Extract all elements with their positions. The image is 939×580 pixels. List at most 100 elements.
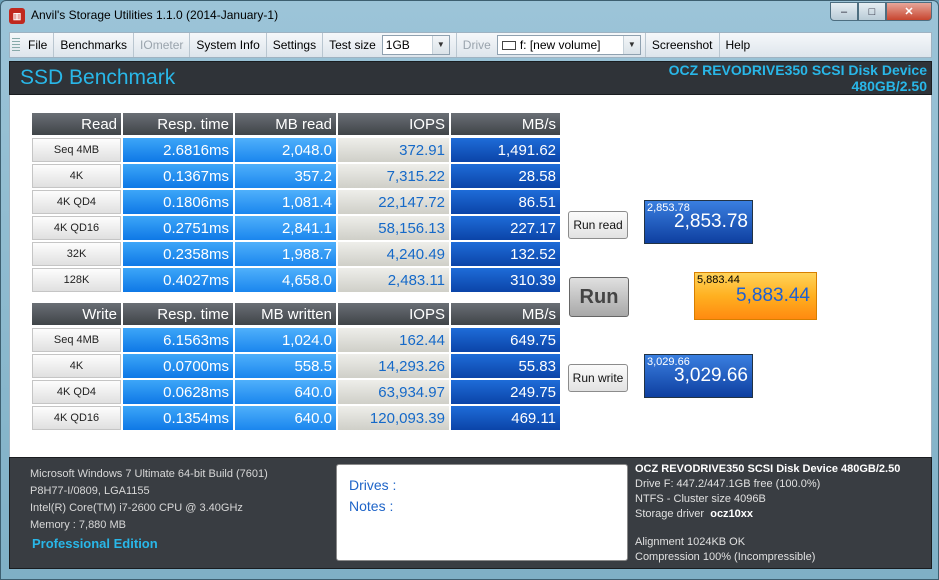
table-row: 4K 0.0700ms 558.5 14,293.26 55.83 <box>31 353 561 379</box>
storage-driver-value: ocz10xx <box>710 508 754 520</box>
menu-iometer[interactable]: IOmeter <box>134 33 191 57</box>
resp-time-cell: 0.0700ms <box>123 354 233 378</box>
row-label-button[interactable]: 4K <box>32 354 121 378</box>
menu-system-info[interactable]: System Info <box>190 33 267 57</box>
iops-header: IOPS <box>338 113 449 135</box>
drive-select[interactable]: f: [new volume] ▼ <box>496 35 641 55</box>
run-read-button[interactable]: Run read <box>568 211 628 239</box>
row-label-button[interactable]: 4K QD16 <box>32 216 121 240</box>
table-row: 4K QD4 0.0628ms 640.0 63,934.97 249.75 <box>31 379 561 405</box>
os-info: Microsoft Windows 7 Ultimate 64-bit Buil… <box>30 468 268 480</box>
resp-time-cell: 0.1354ms <box>123 406 233 430</box>
drives-label: Drives : <box>349 477 397 493</box>
run-button[interactable]: Run <box>569 277 629 317</box>
row-label-button[interactable]: Seq 4MB <box>32 328 121 352</box>
write-score-value: 3,029.66 <box>674 365 748 386</box>
mbs-cell: 55.83 <box>451 354 560 378</box>
resp-time-cell: 0.0628ms <box>123 380 233 404</box>
resp-time-cell: 0.2751ms <box>123 216 233 240</box>
benchmark-header: SSD Benchmark OCZ REVODRIVE350 SCSI Disk… <box>9 61 932 95</box>
menu-settings[interactable]: Settings <box>267 33 324 57</box>
page-title: SSD Benchmark <box>20 66 176 89</box>
storage-driver-label: Storage driver <box>635 508 705 520</box>
mbs-cell: 132.52 <box>451 242 560 266</box>
write-table: Write Resp. time MB written IOPS MB/s Se… <box>31 301 561 431</box>
mb-written-header: MB written <box>235 303 336 325</box>
mbs-cell: 28.58 <box>451 164 560 188</box>
read-score-value: 2,853.78 <box>674 211 748 232</box>
test-size-label: Test size <box>329 38 376 52</box>
chevron-down-icon[interactable]: ▼ <box>622 36 640 54</box>
row-label-button[interactable]: 32K <box>32 242 121 266</box>
total-score-value: 5,883.44 <box>736 285 810 306</box>
resp-time-cell: 6.1563ms <box>123 328 233 352</box>
notes-label: Notes : <box>349 498 394 514</box>
info-footer: Microsoft Windows 7 Ultimate 64-bit Buil… <box>9 457 932 569</box>
iops-cell: 14,293.26 <box>338 354 449 378</box>
device-info-title: OCZ REVODRIVE350 SCSI Disk Device 480GB/… <box>635 463 901 475</box>
menu-benchmarks[interactable]: Benchmarks <box>54 33 135 57</box>
benchmark-panel: Read Resp. time MB read IOPS MB/s Seq 4M… <box>9 95 932 457</box>
app-icon: ▥ <box>9 8 25 24</box>
maximize-button[interactable]: □ <box>858 2 886 21</box>
row-label-button[interactable]: Seq 4MB <box>32 138 121 162</box>
test-size-value: 1GB <box>385 38 410 52</box>
drive-label: Drive <box>455 33 497 57</box>
window-title: Anvil's Storage Utilities 1.1.0 (2014-Ja… <box>31 8 279 22</box>
mb-cell: 1,081.4 <box>235 190 336 214</box>
row-label-button[interactable]: 4K QD4 <box>32 380 121 404</box>
mb-cell: 2,048.0 <box>235 138 336 162</box>
memory-info: Memory : 7,880 MB <box>30 519 126 531</box>
drive-icon <box>501 40 516 50</box>
resp-time-cell: 0.1367ms <box>123 164 233 188</box>
iops-header: IOPS <box>338 303 449 325</box>
row-label-button[interactable]: 4K QD4 <box>32 190 121 214</box>
toolbar-grip[interactable] <box>12 38 20 52</box>
iops-cell: 58,156.13 <box>338 216 449 240</box>
iops-cell: 7,315.22 <box>338 164 449 188</box>
close-button[interactable]: ✕ <box>886 2 932 21</box>
mb-cell: 1,988.7 <box>235 242 336 266</box>
drive-info: Drive F: 447.2/447.1GB free (100.0%) <box>635 478 821 490</box>
row-label-button[interactable]: 4K QD16 <box>32 406 121 430</box>
mbs-cell: 227.17 <box>451 216 560 240</box>
iops-cell: 162.44 <box>338 328 449 352</box>
menu-file[interactable]: File <box>22 33 55 57</box>
table-row: Seq 4MB 2.6816ms 2,048.0 372.91 1,491.62 <box>31 137 561 163</box>
title-bar: ▥ Anvil's Storage Utilities 1.1.0 (2014-… <box>1 1 938 29</box>
row-label-button[interactable]: 4K <box>32 164 121 188</box>
minimize-button[interactable]: – <box>830 2 858 21</box>
board-info: P8H77-I/0809, LGA1155 <box>30 485 150 497</box>
mbs-cell: 86.51 <box>451 190 560 214</box>
resp-time-cell: 2.6816ms <box>123 138 233 162</box>
mbs-cell: 649.75 <box>451 328 560 352</box>
resp-time-cell: 0.2358ms <box>123 242 233 266</box>
mb-cell: 2,841.1 <box>235 216 336 240</box>
table-row: Seq 4MB 6.1563ms 1,024.0 162.44 649.75 <box>31 327 561 353</box>
run-write-button[interactable]: Run write <box>568 364 628 392</box>
write-header-row: Write Resp. time MB written IOPS MB/s <box>31 301 561 327</box>
menu-screenshot[interactable]: Screenshot <box>644 33 720 57</box>
edition-label: Professional Edition <box>32 536 158 551</box>
row-label-button[interactable]: 128K <box>32 268 121 292</box>
drive-value: f: [new volume] <box>519 38 601 52</box>
resp-time-header: Resp. time <box>123 303 233 325</box>
cpu-info: Intel(R) Core(TM) i7-2600 CPU @ 3.40GHz <box>30 502 243 514</box>
table-row: 4K QD16 0.1354ms 640.0 120,093.39 469.11 <box>31 405 561 431</box>
mbs-cell: 1,491.62 <box>451 138 560 162</box>
notes-box[interactable]: Drives : Notes : <box>336 464 628 561</box>
mb-cell: 4,658.0 <box>235 268 336 292</box>
mb-read-header: MB read <box>235 113 336 135</box>
test-size-select[interactable]: 1GB ▼ <box>381 35 450 55</box>
total-score-small: 5,883.44 <box>697 274 740 286</box>
write-header: Write <box>32 303 121 325</box>
table-row: 128K 0.4027ms 4,658.0 2,483.11 310.39 <box>31 267 561 293</box>
mbs-header: MB/s <box>451 113 560 135</box>
window-controls: – □ ✕ <box>830 2 932 21</box>
iops-cell: 63,934.97 <box>338 380 449 404</box>
mb-cell: 640.0 <box>235 380 336 404</box>
menu-help[interactable]: Help <box>725 38 751 52</box>
chevron-down-icon[interactable]: ▼ <box>431 36 449 54</box>
device-name: OCZ REVODRIVE350 SCSI Disk Device <box>668 62 927 78</box>
